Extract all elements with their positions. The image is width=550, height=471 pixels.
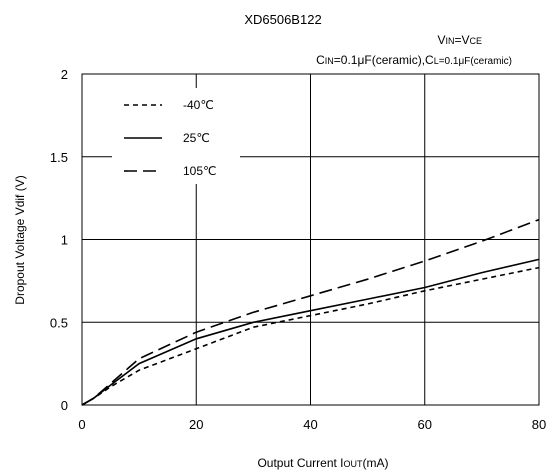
condition-2-sub: IN: [325, 56, 334, 66]
condition-2-sub2: L: [434, 56, 439, 66]
series-line-1: [81, 258, 540, 406]
legend-box: [112, 88, 240, 184]
y-tick-labels: 0 0.5 1 1.5 2: [50, 67, 68, 413]
condition-2-tail: =0.1μF(ceramic): [439, 56, 512, 67]
x-tick-labels: 0 20 40 60 80: [78, 417, 546, 432]
x-tick-label: 0: [78, 417, 85, 432]
x-axis-label: Output Current IOUT(mA): [257, 456, 388, 470]
legend-label: -40℃: [183, 98, 214, 112]
y-axis-label: Dropout Voltage Vdif (V): [13, 175, 27, 304]
x-tick-label: 60: [418, 417, 432, 432]
condition-line-1: VIN=VCE: [437, 33, 482, 47]
condition-1-sub2: CE: [469, 36, 482, 46]
condition-1-rest: =V: [454, 33, 469, 47]
x-tick-label: 80: [532, 417, 546, 432]
series-line-2: [81, 218, 540, 406]
legend-label: 105℃: [183, 164, 217, 178]
condition-1-sub: IN: [445, 36, 454, 46]
legend-label: 25℃: [183, 131, 210, 145]
condition-2-main: C: [316, 53, 325, 67]
plot-frame: [81, 73, 540, 406]
y-tick-label: 2: [61, 67, 68, 82]
x-axis-label-main: Output Current I: [257, 456, 343, 470]
y-tick-label: 0.5: [50, 315, 68, 330]
y-tick-label: 1: [61, 233, 68, 248]
y-tick-label: 1.5: [50, 150, 68, 165]
condition-2-rest: =0.1μF(ceramic),C: [334, 53, 434, 67]
x-axis-label-sub: OUT: [344, 459, 364, 469]
x-axis-label-tail: (mA): [363, 456, 389, 470]
x-tick-label: 40: [303, 417, 317, 432]
chart-title: XD6506B122: [244, 12, 321, 27]
x-tick-label: 20: [189, 417, 203, 432]
series-lines: [81, 218, 540, 406]
legend: -40℃ 25℃ 105℃: [124, 98, 217, 178]
y-tick-label: 0: [61, 398, 68, 413]
condition-line-2: CIN=0.1μF(ceramic),CL=0.1μF(ceramic): [316, 53, 512, 67]
condition-1-main: V: [437, 33, 445, 47]
series-line-0: [81, 266, 540, 406]
